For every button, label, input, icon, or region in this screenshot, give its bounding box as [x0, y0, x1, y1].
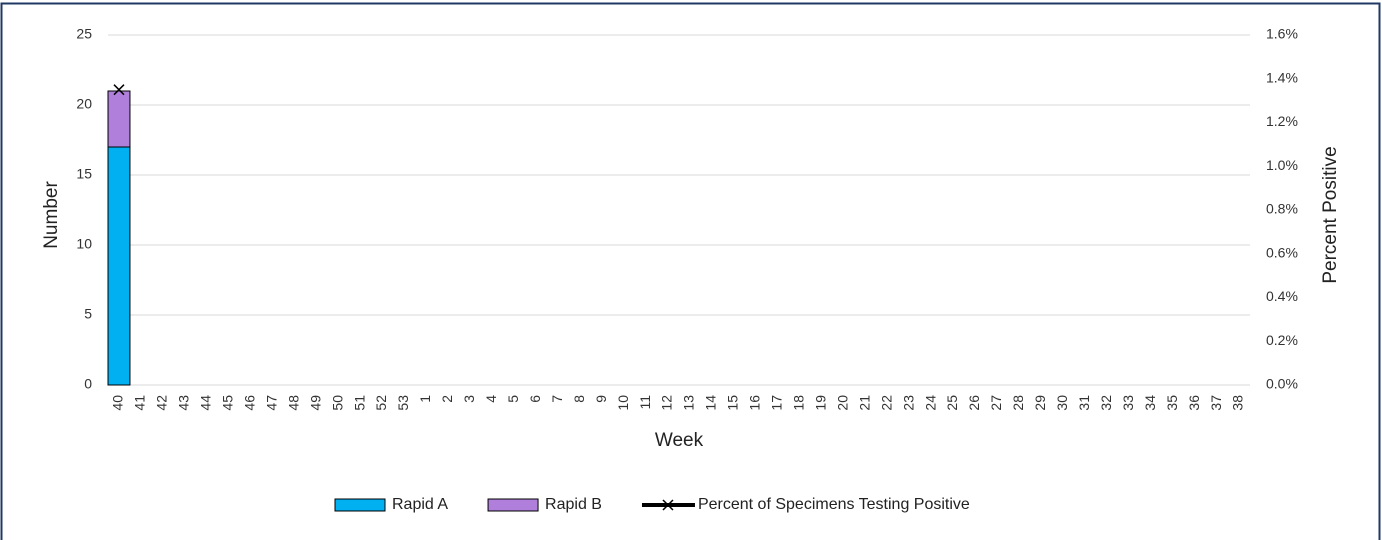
y-tick-label: 0 — [84, 376, 92, 392]
y-tick-label: 10 — [76, 236, 92, 252]
bar — [107, 90, 131, 148]
x-tick-label: 14 — [703, 395, 719, 411]
x-tick-label: 10 — [615, 395, 631, 411]
x-tick-label: 32 — [1098, 395, 1114, 411]
x-tick-label: 22 — [878, 395, 894, 411]
x-tick-label: 50 — [329, 395, 345, 411]
x-tick-label: 3 — [461, 395, 477, 403]
x-tick-label: 15 — [725, 395, 741, 411]
x-tick-label: 41 — [132, 395, 148, 411]
x-tick-label: 34 — [1142, 395, 1158, 411]
x-tick-label: 13 — [681, 395, 697, 411]
x-tick-label: 45 — [219, 395, 235, 411]
y2-axis-title: Percent Positive — [1320, 146, 1341, 283]
bar — [107, 146, 131, 386]
x-tick-label: 47 — [263, 395, 279, 411]
line-marker — [113, 84, 125, 96]
x-tick-label: 1 — [417, 395, 433, 403]
x-axis-title: Week — [655, 430, 704, 451]
x-tick-label: 23 — [900, 395, 916, 411]
x-tick-label: 16 — [747, 395, 763, 411]
x-tick-label: 21 — [856, 395, 872, 411]
x-tick-label: 28 — [1010, 395, 1026, 411]
x-tick-label: 36 — [1186, 395, 1202, 411]
x-tick-label: 44 — [198, 395, 214, 411]
x-tick-label: 31 — [1076, 395, 1092, 411]
x-tick-label: 19 — [812, 395, 828, 411]
y-tick-label: 5 — [84, 306, 92, 322]
x-tick-label: 30 — [1054, 395, 1070, 411]
y-tick-label: 25 — [76, 26, 92, 42]
y2-tick-label: 1.6% — [1266, 26, 1298, 42]
x-tick-label: 40 — [110, 395, 126, 411]
legend-label: Percent of Specimens Testing Positive — [698, 496, 970, 513]
x-tick-label: 4 — [483, 395, 499, 403]
y2-tick-label: 0.6% — [1266, 244, 1298, 260]
x-tick-label: 46 — [241, 395, 257, 411]
x-tick-label: 52 — [373, 395, 389, 411]
y2-tick-label: 1.2% — [1266, 113, 1298, 129]
x-tick-label: 11 — [637, 395, 653, 410]
x-tick-label: 8 — [571, 395, 587, 403]
x-tick-label: 27 — [988, 395, 1004, 411]
legend-marker — [662, 499, 674, 511]
x-tick-label: 37 — [1208, 395, 1224, 411]
x-tick-label: 24 — [922, 395, 938, 411]
legend-label: Rapid A — [392, 496, 448, 513]
x-tick-label: 18 — [790, 395, 806, 411]
y2-tick-label: 1.0% — [1266, 157, 1298, 173]
x-tick-label: 20 — [834, 395, 850, 411]
y-tick-label: 20 — [76, 96, 92, 112]
x-tick-label: 12 — [659, 395, 675, 411]
legend-label: Rapid B — [545, 496, 602, 513]
x-tick-label: 7 — [549, 395, 565, 403]
x-tick-label: 43 — [176, 395, 192, 411]
x-tick-label: 35 — [1164, 395, 1180, 411]
x-tick-label: 26 — [966, 395, 982, 411]
legend-swatch — [487, 498, 539, 512]
x-tick-label: 2 — [439, 395, 455, 403]
x-tick-label: 5 — [505, 395, 521, 403]
x-tick-label: 29 — [1032, 395, 1048, 411]
x-tick-label: 53 — [395, 395, 411, 411]
x-tick-label: 49 — [307, 395, 323, 411]
y-tick-label: 15 — [76, 166, 92, 182]
x-tick-label: 6 — [527, 395, 543, 403]
y-axis-title: Number — [41, 181, 62, 249]
x-tick-label: 17 — [769, 395, 785, 411]
legend-swatch — [334, 498, 386, 512]
y2-tick-label: 0.0% — [1266, 376, 1298, 392]
x-tick-label: 33 — [1120, 395, 1136, 411]
x-tick-label: 51 — [351, 395, 367, 411]
x-tick-label: 48 — [285, 395, 301, 411]
y2-tick-label: 0.2% — [1266, 332, 1298, 348]
x-tick-label: 38 — [1230, 395, 1246, 411]
y2-tick-label: 0.4% — [1266, 288, 1298, 304]
x-tick-label: 9 — [593, 395, 609, 403]
x-tick-label: 42 — [154, 395, 170, 411]
y2-tick-label: 1.4% — [1266, 69, 1298, 85]
y2-tick-label: 0.8% — [1266, 201, 1298, 217]
x-tick-label: 25 — [944, 395, 960, 411]
